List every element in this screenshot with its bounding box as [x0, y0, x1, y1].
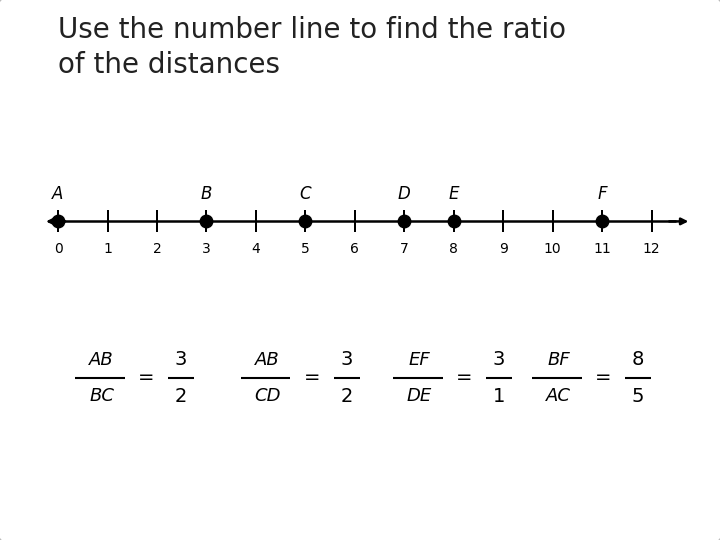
- Text: 2: 2: [153, 242, 161, 256]
- Text: A: A: [53, 185, 64, 202]
- Text: AB: AB: [255, 350, 279, 369]
- Text: 11: 11: [593, 242, 611, 256]
- Text: 4: 4: [251, 242, 260, 256]
- Text: AB: AB: [89, 350, 114, 369]
- Text: =: =: [138, 368, 155, 387]
- Text: =: =: [456, 368, 472, 387]
- Text: 8: 8: [632, 350, 644, 369]
- Text: 1: 1: [103, 242, 112, 256]
- Text: DE: DE: [407, 387, 432, 405]
- Text: B: B: [201, 185, 212, 202]
- Text: 2: 2: [175, 387, 187, 406]
- Text: 3: 3: [175, 350, 187, 369]
- Text: 12: 12: [643, 242, 660, 256]
- Text: 5: 5: [632, 387, 644, 406]
- Text: C: C: [300, 185, 311, 202]
- Text: CD: CD: [254, 387, 281, 405]
- Text: 10: 10: [544, 242, 562, 256]
- Text: 2: 2: [341, 387, 353, 406]
- Text: 3: 3: [493, 350, 505, 369]
- Text: 9: 9: [499, 242, 508, 256]
- Text: AC: AC: [546, 387, 571, 405]
- Text: 1: 1: [493, 387, 505, 406]
- Text: =: =: [304, 368, 320, 387]
- Text: 6: 6: [351, 242, 359, 256]
- Text: 3: 3: [341, 350, 353, 369]
- Text: 7: 7: [400, 242, 409, 256]
- Text: =: =: [595, 368, 612, 387]
- Text: 0: 0: [54, 242, 63, 256]
- Text: 3: 3: [202, 242, 211, 256]
- Text: D: D: [398, 185, 410, 202]
- Text: 5: 5: [301, 242, 310, 256]
- Text: EF: EF: [409, 350, 431, 369]
- Text: Use the number line to find the ratio
of the distances: Use the number line to find the ratio of…: [58, 16, 566, 79]
- Text: BC: BC: [89, 387, 114, 405]
- Text: E: E: [449, 185, 459, 202]
- Text: BF: BF: [547, 350, 570, 369]
- Text: F: F: [598, 185, 607, 202]
- Text: 8: 8: [449, 242, 458, 256]
